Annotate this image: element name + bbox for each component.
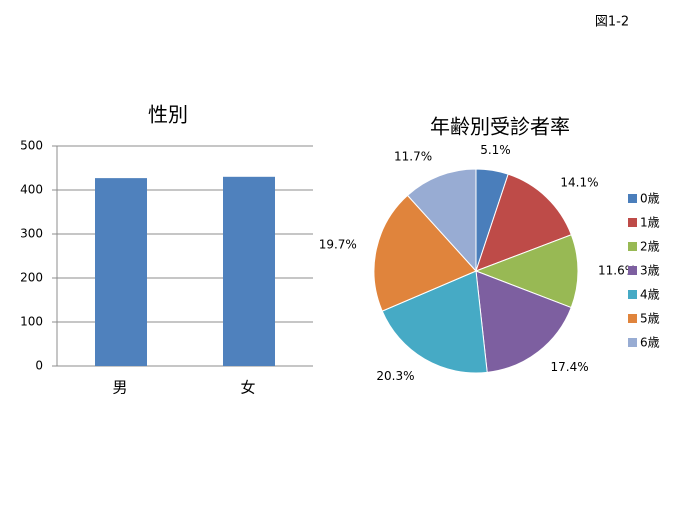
legend-swatch: [628, 290, 637, 299]
legend-swatch: [628, 194, 637, 203]
y-tick-label: 400: [20, 183, 43, 197]
data-label: 11.7%: [394, 150, 432, 164]
pie-slice: [381, 270, 488, 374]
legend-swatch: [628, 242, 637, 251]
data-label: 19.7%: [319, 237, 357, 251]
data-label: 20.3%: [376, 369, 414, 383]
bar: [95, 178, 147, 366]
chart-title: 性別: [148, 103, 188, 127]
chart-title: 年齢別受診者率: [430, 115, 570, 139]
bar: [223, 176, 275, 366]
legend-label: 4歳: [640, 288, 660, 302]
pie-slice: [474, 234, 579, 309]
legend-label: 6歳: [640, 336, 660, 350]
legend-swatch: [628, 266, 637, 275]
legend-label: 3歳: [640, 264, 660, 278]
legend-label: 5歳: [640, 312, 660, 326]
pie-slice: [475, 270, 572, 373]
y-tick-label: 100: [20, 315, 43, 329]
data-label: 11.6%: [598, 264, 636, 278]
data-label: 14.1%: [560, 175, 598, 189]
legend-label: 2歳: [640, 240, 660, 254]
pie-slice: [406, 168, 477, 273]
legend-swatch: [628, 314, 637, 323]
data-label: 17.4%: [551, 360, 589, 374]
y-tick-label: 0: [35, 359, 43, 373]
legend-label: 1歳: [640, 216, 660, 230]
x-tick-label: 女: [240, 379, 255, 397]
pie-slice: [475, 173, 572, 272]
y-tick-label: 200: [20, 271, 43, 285]
x-tick-label: 男: [112, 379, 127, 397]
y-tick-label: 300: [20, 227, 43, 241]
legend-swatch: [628, 218, 637, 227]
legend-label: 0歳: [640, 192, 660, 206]
y-tick-label: 500: [20, 139, 43, 153]
data-label: 5.1%: [480, 143, 511, 157]
figure-label: 図1-2: [595, 15, 629, 30]
legend-swatch: [628, 338, 637, 347]
pie-slice: [373, 194, 477, 312]
